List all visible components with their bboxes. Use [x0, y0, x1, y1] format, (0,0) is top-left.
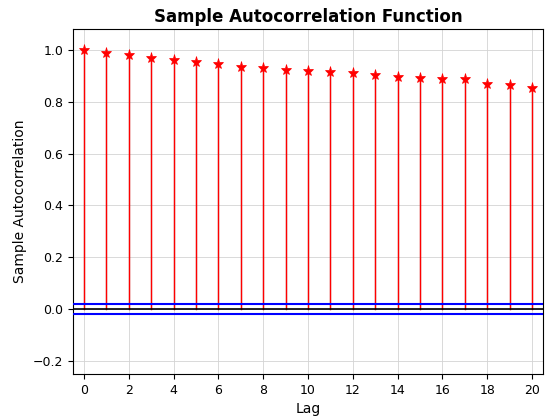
Y-axis label: Sample Autocorrelation: Sample Autocorrelation [13, 120, 27, 284]
X-axis label: Lag: Lag [295, 402, 321, 416]
Title: Sample Autocorrelation Function: Sample Autocorrelation Function [153, 8, 463, 26]
